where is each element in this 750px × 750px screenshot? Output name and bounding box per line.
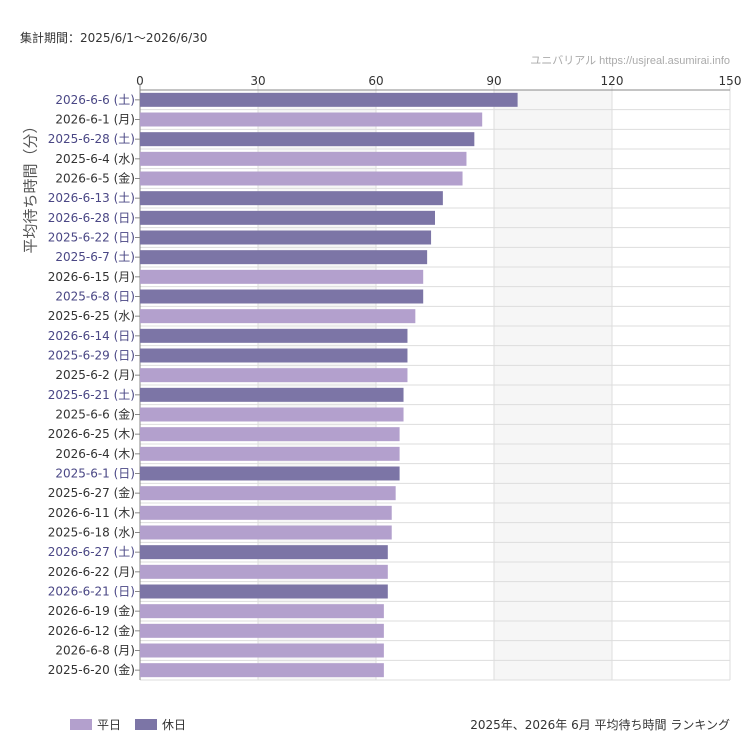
bar [140, 348, 408, 363]
bar [140, 250, 428, 265]
category-label: 2026-6-25 (木) [48, 427, 135, 441]
category-label: 2026-6-13 (土) [48, 191, 135, 205]
x-tick-label: 150 [719, 74, 742, 88]
category-label: 2026-6-28 (日) [48, 211, 135, 225]
category-label: 2025-6-28 (土) [48, 132, 135, 146]
bar [140, 486, 396, 501]
site-watermark: ユニバリアル https://usjreal.asumirai.info [530, 55, 730, 67]
bar [140, 191, 443, 206]
legend-swatch-weekday [70, 719, 92, 730]
bar [140, 643, 384, 658]
bar [140, 505, 392, 520]
bar [140, 623, 384, 638]
legend-item-holiday: 休日 [135, 716, 186, 733]
category-label: 2025-6-1 (日) [55, 467, 135, 481]
bar [140, 151, 467, 166]
bar [140, 368, 408, 383]
category-label: 2025-6-18 (水) [48, 526, 135, 540]
category-label: 2026-6-14 (日) [48, 329, 135, 343]
x-tick-label: 0 [136, 74, 144, 88]
category-label: 2025-6-7 (土) [55, 250, 135, 264]
category-label: 2026-6-22 (月) [48, 565, 135, 579]
category-label: 2026-6-8 (月) [55, 644, 135, 658]
legend-label-weekday: 平日 [97, 718, 122, 732]
x-tick-label: 90 [486, 74, 501, 88]
bar [140, 171, 463, 186]
category-label: 2026-6-4 (木) [55, 447, 135, 461]
bar-chart: 0 30 60 90 120 150 2026-6-6 (土) 2026-6-1 (月) 202… [48, 74, 742, 681]
x-tick-label: 30 [250, 74, 265, 88]
category-label: 2026-6-21 (日) [48, 585, 135, 599]
bar [140, 132, 475, 147]
legend-label-holiday: 休日 [162, 718, 187, 732]
category-label: 2026-6-11 (木) [48, 506, 135, 520]
category-label: 2025-6-2 (月) [55, 368, 135, 382]
bar [140, 328, 408, 343]
bar [140, 387, 404, 402]
bar [140, 407, 404, 422]
category-label: 2025-6-22 (日) [48, 231, 135, 245]
category-label: 2026-6-1 (月) [55, 113, 135, 127]
bar [140, 210, 435, 225]
category-label: 2026-6-19 (金) [48, 603, 135, 618]
bar [140, 604, 384, 619]
period-label: 集計期間：2025/6/1～2026/6/30 [20, 31, 208, 45]
category-label: 2025-6-8 (日) [55, 290, 135, 304]
bar [140, 309, 416, 324]
bar [140, 230, 432, 245]
category-label: 2025-6-4 (水) [55, 152, 135, 166]
category-label: 2026-6-27 (土) [48, 545, 135, 559]
category-label: 2026-6-6 (土) [55, 93, 135, 107]
category-label: 2025-6-6 (金) [55, 407, 135, 422]
bar [140, 446, 400, 461]
bar [140, 663, 384, 678]
bar [140, 92, 518, 107]
bar [140, 269, 424, 284]
x-tick-label: 120 [601, 74, 624, 88]
bar [140, 427, 400, 442]
category-label: 2025-6-29 (日) [48, 349, 135, 363]
category-label: 2025-6-27 (金) [48, 485, 135, 500]
x-tick-label: 60 [368, 74, 383, 88]
chart-title: 2025年、2026年 6月 平均待ち時間 ランキング [470, 718, 730, 732]
category-label: 2025-6-25 (水) [48, 309, 135, 323]
bar [140, 289, 424, 304]
legend-item-weekday: 平日 [70, 716, 121, 733]
legend: 平日 休日 [70, 716, 200, 733]
category-label: 2026-6-15 (月) [48, 270, 135, 284]
legend-swatch-holiday [135, 719, 158, 730]
category-label: 2025-6-21 (土) [48, 388, 135, 402]
bar [140, 466, 400, 481]
category-label: 2025-6-20 (金) [48, 662, 135, 677]
bar [140, 112, 483, 127]
category-label: 2026-6-5 (金) [55, 171, 135, 186]
bar [140, 564, 388, 579]
category-label: 2026-6-12 (金) [48, 623, 135, 638]
bar [140, 584, 388, 599]
bar [140, 525, 392, 540]
bar [140, 545, 388, 560]
